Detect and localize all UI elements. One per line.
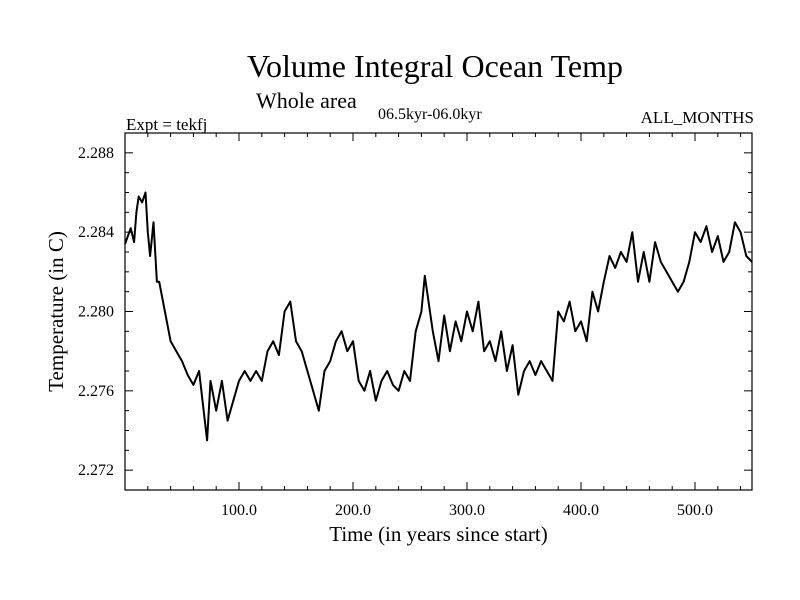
x-axis: 100.0 200.0 300.0 400.0 500.0 (147, 133, 742, 519)
x-tick-label: 100.0 (221, 502, 257, 519)
months-label: ALL_MONTHS (640, 108, 754, 127)
x-tick-label: 500.0 (677, 502, 713, 519)
x-tick-label: 400.0 (563, 502, 599, 519)
temperature-series-line (124, 191, 753, 442)
y-tick-label: 2.288 (78, 145, 114, 162)
x-axis-label: Time (in years since start) (329, 522, 548, 546)
x-tick-label: 300.0 (449, 502, 485, 519)
plot-frame (124, 132, 753, 491)
y-axis-label: Temperature (in C) (44, 231, 68, 392)
y-tick-label: 2.280 (78, 304, 114, 321)
period-label: 06.5kyr-06.0kyr (378, 106, 482, 123)
experiment-label: Expt = tekfj (126, 115, 208, 134)
x-tick-label: 200.0 (335, 502, 371, 519)
chart-title: Volume Integral Ocean Temp (246, 48, 623, 84)
y-tick-label: 2.284 (78, 224, 114, 241)
y-axis: 2.272 2.276 2.280 2.284 2.288 (78, 145, 752, 479)
y-tick-label: 2.276 (78, 383, 114, 400)
chart-subtitle: Whole area (256, 88, 357, 113)
y-tick-label: 2.272 (78, 462, 114, 479)
